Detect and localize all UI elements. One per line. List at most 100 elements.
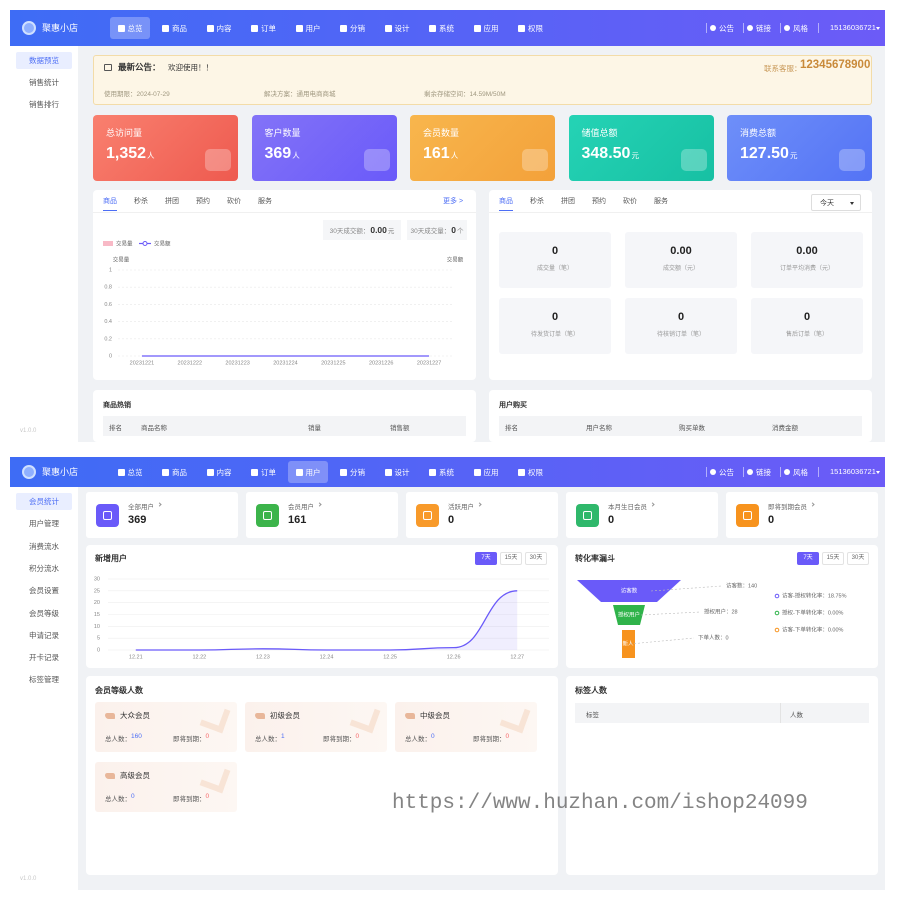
level-card: 大众会员 总人数： 160 即将到期： 0 bbox=[95, 702, 237, 752]
nav-item[interactable]: 权限 bbox=[511, 17, 551, 39]
nav-label: 内容 bbox=[216, 467, 232, 477]
sidebar-item[interactable]: 销售排行 bbox=[29, 100, 59, 109]
nav-item[interactable]: 订单 bbox=[244, 17, 284, 39]
summary-value: 0 bbox=[803, 311, 811, 323]
range-tab[interactable]: 7天 bbox=[475, 552, 497, 565]
stat-value: 369 bbox=[128, 514, 147, 526]
nav-item[interactable]: 分销 bbox=[333, 461, 373, 483]
nav-item[interactable]: 应用 bbox=[466, 17, 506, 39]
range-tab[interactable]: 7天 bbox=[797, 552, 819, 565]
sidebar: 数据预览 销售统计 销售排行 v1.0.0 bbox=[10, 46, 78, 442]
logo bbox=[22, 21, 36, 35]
range-tab[interactable]: 15天 bbox=[500, 552, 522, 565]
nav-item[interactable]: 总览 bbox=[110, 17, 150, 39]
level-card: 中级会员 总人数： 0 即将到期： 0 bbox=[395, 702, 537, 752]
panel-title: 用户购买 bbox=[499, 402, 527, 409]
stat-icon-glyph bbox=[583, 511, 592, 520]
nav-item[interactable]: 应用 bbox=[466, 461, 506, 483]
y-tick-label: 0.6 bbox=[104, 302, 112, 308]
sidebar-item[interactable]: 消费流水 bbox=[29, 541, 59, 551]
total-box: 30天成交量： 0 个 bbox=[407, 220, 467, 240]
sidebar-item[interactable]: 积分流水 bbox=[29, 563, 59, 573]
nav-item[interactable]: 用户 bbox=[288, 17, 328, 39]
total-label: 30天成交额： bbox=[329, 228, 370, 235]
nav-separator bbox=[743, 23, 744, 33]
nav-right-item[interactable]: 链接 bbox=[747, 10, 771, 46]
tab[interactable]: 预约 bbox=[592, 198, 606, 205]
tab[interactable]: 服务 bbox=[258, 198, 272, 205]
nav-right-item[interactable]: 风格 bbox=[784, 457, 808, 487]
brand: 聚惠小店 bbox=[42, 23, 79, 33]
nav-right-item[interactable]: 风格 bbox=[784, 10, 808, 46]
sidebar-item[interactable]: 申请记录 bbox=[29, 630, 59, 640]
nav-item[interactable]: 订单 bbox=[244, 461, 284, 483]
nav-item[interactable]: 总览 bbox=[110, 461, 150, 483]
tab[interactable]: 商品 bbox=[103, 196, 117, 211]
nav-item[interactable]: 系统 bbox=[422, 17, 462, 39]
nav-item[interactable]: 设计 bbox=[377, 461, 417, 483]
range-tab[interactable]: 15天 bbox=[822, 552, 844, 565]
tab[interactable]: 砍价 bbox=[623, 198, 637, 205]
nav-item[interactable]: 设计 bbox=[377, 17, 417, 39]
sidebar-item[interactable]: 会员设置 bbox=[29, 586, 59, 596]
tab[interactable]: 秒杀 bbox=[530, 198, 544, 205]
nav-item[interactable]: 商品 bbox=[155, 461, 195, 483]
sidebar-item[interactable]: 用户管理 bbox=[29, 519, 59, 529]
tab[interactable]: 预约 bbox=[196, 198, 210, 205]
nav-right-item[interactable]: 公告 bbox=[710, 10, 734, 46]
sidebar-item[interactable]: 会员统计 bbox=[16, 493, 72, 510]
range-tab[interactable]: 30天 bbox=[525, 552, 547, 565]
stat-icon bbox=[416, 504, 439, 527]
more-link[interactable]: 更多 > bbox=[443, 198, 464, 205]
tab[interactable]: 秒杀 bbox=[134, 198, 148, 205]
nav-icon bbox=[518, 468, 525, 476]
total-box: 30天成交额： 0.00 元 bbox=[323, 220, 401, 240]
nav-label: 用户 bbox=[305, 467, 321, 477]
level-name: 中级会员 bbox=[420, 711, 450, 720]
sidebar-item[interactable]: 开卡记录 bbox=[29, 653, 59, 663]
account-phone[interactable]: 15136036721 bbox=[830, 467, 876, 476]
dropdown-caret bbox=[850, 202, 854, 205]
stat-card: 总访问量 1,352 人 bbox=[93, 115, 238, 181]
tab[interactable]: 拼团 bbox=[165, 198, 179, 205]
sidebar-item[interactable]: 数据预览 bbox=[16, 52, 72, 69]
legend-label: 交易额 bbox=[154, 239, 171, 247]
sidebar-item[interactable]: 销售统计 bbox=[29, 78, 59, 87]
level-card: 初级会员 总人数： 1 即将到期： 0 bbox=[245, 702, 387, 752]
nav-label: 总览 bbox=[127, 467, 143, 477]
y-tick-label: 0.8 bbox=[104, 285, 112, 291]
y-tick-label: 5 bbox=[97, 636, 100, 642]
period-select[interactable]: 今天 bbox=[811, 194, 861, 211]
nav-icon bbox=[206, 468, 214, 476]
levels-panel: 会员等级人数 大众会员 总人数： 160 即将到期： 0 初级会员 总人数： 1 即将到期： 0 中级… bbox=[86, 676, 558, 875]
stat-icon bbox=[736, 504, 759, 527]
stat-card: 会员数量 161 人 bbox=[410, 115, 555, 181]
nav-item[interactable]: 内容 bbox=[199, 461, 239, 483]
tab[interactable]: 服务 bbox=[654, 198, 668, 205]
nav-right-item[interactable]: 公告 bbox=[710, 457, 734, 487]
account-phone[interactable]: 15136036721 bbox=[830, 23, 876, 32]
funnel-panel: 转化率漏斗 7天 15天 30天 访客数 访客数：140 访客-授权转化率：18.75% 授权… bbox=[566, 545, 878, 668]
expire-label: 即将到期： bbox=[473, 736, 506, 743]
range-tab[interactable]: 30天 bbox=[847, 552, 869, 565]
sidebar-item[interactable]: 会员等级 bbox=[29, 608, 59, 618]
nav-item[interactable]: 用户 bbox=[288, 461, 328, 483]
tab[interactable]: 砍价 bbox=[227, 198, 241, 205]
sidebar-item[interactable]: 标签管理 bbox=[29, 675, 59, 685]
nav-label: 商品 bbox=[172, 23, 187, 33]
nav-item[interactable]: 系统 bbox=[422, 461, 462, 483]
nav-item[interactable]: 内容 bbox=[199, 17, 239, 39]
area bbox=[135, 590, 518, 650]
x-tick-label: 12.24 bbox=[320, 654, 334, 660]
nav-right-item[interactable]: 链接 bbox=[747, 457, 771, 487]
tab[interactable]: 商品 bbox=[499, 196, 513, 211]
nav-item[interactable]: 权限 bbox=[511, 461, 551, 483]
nav-item[interactable]: 分销 bbox=[333, 17, 373, 39]
nav-item[interactable]: 商品 bbox=[155, 17, 195, 39]
y-tick-label: 15 bbox=[94, 612, 100, 618]
funnel-stage bbox=[577, 580, 681, 602]
stat-value: 0 bbox=[608, 514, 615, 526]
total-value: 0 bbox=[451, 225, 456, 235]
trend-panel: 商品 秒杀 拼团 预约 砍价 服务 更多 >30天成交额： 0.00 元 30天成交量： 0 个交易量… bbox=[93, 190, 476, 380]
tab[interactable]: 拼团 bbox=[561, 198, 575, 205]
